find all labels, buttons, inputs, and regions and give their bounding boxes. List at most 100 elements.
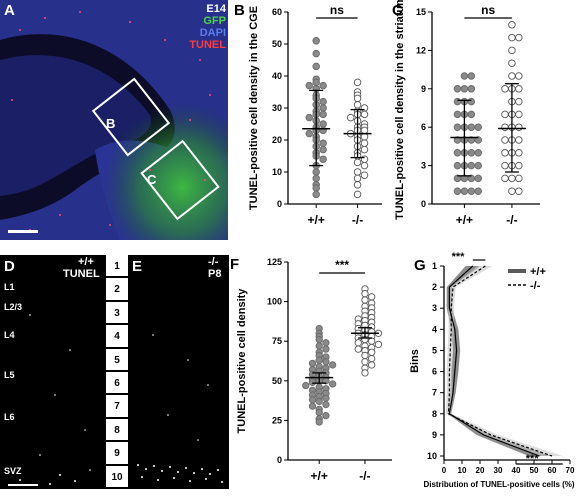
y-tick-label: 5	[432, 345, 437, 355]
data-point	[319, 120, 327, 128]
significance-label: ***	[335, 258, 349, 272]
data-point	[361, 351, 369, 360]
data-point	[305, 129, 314, 138]
y-tick-label: 2	[432, 282, 437, 292]
data-point	[361, 290, 369, 298]
y-tick-label: 3	[432, 303, 437, 313]
panel-a-legend: E14 GFP DAPI TUNEL	[188, 3, 226, 51]
panel-letter: G	[414, 257, 426, 274]
x-tick-label: +/+	[311, 469, 328, 483]
panel-letter: C	[392, 2, 403, 19]
data-point	[305, 113, 314, 122]
data-point	[501, 161, 509, 170]
bin-label: 8	[106, 419, 128, 443]
bins-strip: 1 2 3 4 5 6 7 8 9 10	[106, 255, 128, 489]
data-point	[312, 184, 320, 192]
y-tick-label: 4	[432, 324, 437, 334]
data-point	[322, 358, 330, 366]
chart-f: F 0 25 50 75 100 125 TUNEL-positive cell densit…	[230, 256, 392, 483]
data-point	[360, 139, 369, 147]
significance-label: ***	[526, 453, 540, 465]
error-band	[446, 266, 551, 456]
data-point	[361, 358, 369, 366]
y-axis-label: TUNEL-positive cell density	[236, 288, 248, 434]
bin-label: 4	[106, 325, 128, 349]
layer-l4: L4	[4, 330, 15, 340]
data-point	[319, 145, 327, 154]
panel-e-genotype: -/-	[208, 256, 219, 268]
data-point	[508, 72, 516, 80]
data-point	[312, 190, 320, 199]
data-point	[460, 72, 469, 80]
panel-e-letter: E	[132, 258, 143, 275]
data-point	[322, 411, 330, 420]
data-point	[515, 85, 523, 93]
x-tick-label: +/+	[456, 213, 473, 227]
data-point	[305, 81, 314, 90]
y-tick-label: 6	[432, 367, 437, 377]
data-point	[319, 104, 327, 112]
data-point	[515, 149, 523, 157]
data-point	[501, 123, 509, 131]
data-point	[501, 85, 509, 93]
bin-label: 7	[106, 395, 128, 419]
bin-label: 9	[106, 442, 128, 466]
bin-label: 2	[106, 278, 128, 302]
data-point	[508, 187, 516, 195]
data-point	[508, 21, 516, 29]
error-band	[445, 266, 563, 456]
scale-bar-a	[8, 230, 38, 233]
data-point	[515, 97, 523, 106]
data-point	[501, 174, 509, 183]
data-point	[368, 361, 376, 369]
legend-dapi: DAPI	[199, 27, 226, 39]
significance-label: ns	[330, 3, 344, 17]
data-point	[308, 359, 317, 368]
data-point	[368, 354, 376, 363]
legend-e14: E14	[206, 3, 226, 15]
data-point	[360, 126, 369, 135]
y-tick-label: 3	[421, 161, 426, 171]
data-point	[453, 110, 462, 119]
data-point	[368, 293, 376, 301]
data-point	[460, 85, 469, 93]
data-point	[315, 408, 323, 417]
y-tick-label: 10	[427, 451, 437, 461]
y-tick-label: 8	[432, 409, 437, 419]
data-point	[308, 396, 317, 404]
data-point	[315, 335, 323, 344]
y-tick-label: 0	[421, 199, 426, 209]
bin-label: 5	[106, 349, 128, 372]
data-point	[474, 174, 483, 183]
bin-label: 1	[106, 255, 128, 279]
data-point	[361, 369, 369, 377]
bin-label: 10	[106, 466, 128, 489]
data-point	[460, 187, 469, 195]
panel-d-stain: TUNEL	[63, 268, 100, 280]
data-point	[467, 123, 476, 131]
data-point	[515, 136, 523, 144]
x-tick-label: 10	[458, 466, 467, 475]
panel-e-age: P8	[208, 268, 222, 280]
layer-l5: L5	[4, 370, 15, 380]
data-point	[467, 97, 476, 106]
y-tick-label: 9	[421, 84, 426, 94]
layer-l1: L1	[4, 282, 15, 292]
panel-letter: B	[234, 2, 245, 19]
y-tick-label: 7	[432, 388, 437, 398]
data-point	[508, 46, 516, 55]
data-point	[515, 33, 523, 42]
data-point	[319, 139, 327, 147]
series-line	[448, 265, 540, 457]
y-tick-label: 20	[272, 135, 282, 145]
data-point	[501, 136, 509, 144]
data-point	[515, 123, 523, 131]
x-tick-label: +/+	[308, 213, 325, 227]
bin-label: 6	[106, 372, 128, 396]
data-point	[453, 85, 462, 93]
data-point	[467, 110, 476, 119]
data-point	[467, 149, 476, 157]
y-tick-label: 12	[416, 45, 426, 55]
data-point	[319, 97, 327, 106]
x-tick-label: 70	[566, 466, 575, 475]
